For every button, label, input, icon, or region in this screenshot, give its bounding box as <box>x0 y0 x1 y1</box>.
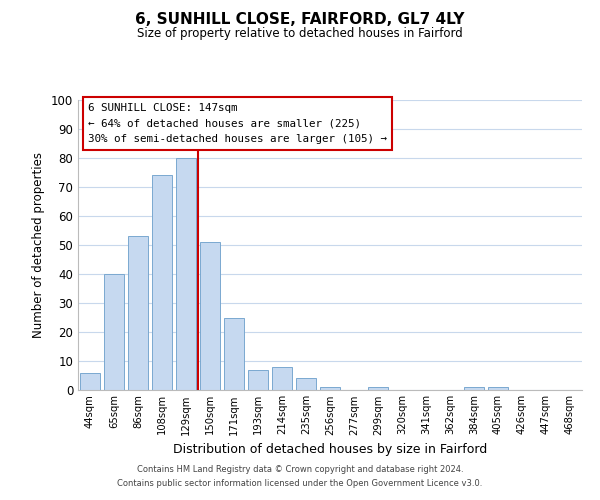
Bar <box>320 387 340 390</box>
Bar <box>488 387 508 390</box>
Bar <box>296 378 316 390</box>
Text: Contains HM Land Registry data © Crown copyright and database right 2024.
Contai: Contains HM Land Registry data © Crown c… <box>118 466 482 487</box>
Text: 6 SUNHILL CLOSE: 147sqm
← 64% of detached houses are smaller (225)
30% of semi-d: 6 SUNHILL CLOSE: 147sqm ← 64% of detache… <box>88 103 387 144</box>
Bar <box>272 367 292 390</box>
Text: 6, SUNHILL CLOSE, FAIRFORD, GL7 4LY: 6, SUNHILL CLOSE, FAIRFORD, GL7 4LY <box>135 12 465 28</box>
Bar <box>80 372 100 390</box>
Bar <box>368 387 388 390</box>
Y-axis label: Number of detached properties: Number of detached properties <box>32 152 46 338</box>
Bar <box>200 242 220 390</box>
Bar <box>104 274 124 390</box>
Bar <box>248 370 268 390</box>
Bar <box>128 236 148 390</box>
Bar <box>152 176 172 390</box>
Text: Size of property relative to detached houses in Fairford: Size of property relative to detached ho… <box>137 28 463 40</box>
X-axis label: Distribution of detached houses by size in Fairford: Distribution of detached houses by size … <box>173 443 487 456</box>
Bar <box>464 387 484 390</box>
Bar <box>176 158 196 390</box>
Bar <box>224 318 244 390</box>
